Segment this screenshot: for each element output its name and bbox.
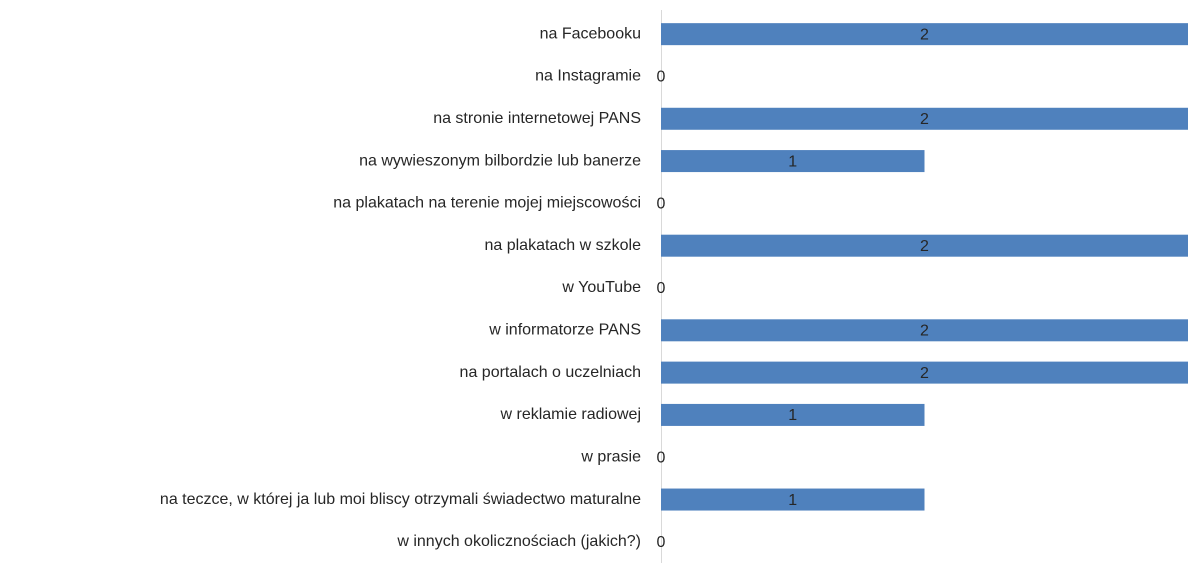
y-tick-label: na wywieszonym bilbordzie lub banerze <box>359 152 641 169</box>
y-tick-label: na plakatach na terenie mojej miejscowoś… <box>333 195 641 212</box>
data-label: 2 <box>920 365 929 382</box>
y-tick-label: w prasie <box>580 448 641 465</box>
data-label: 2 <box>920 238 929 255</box>
y-tick-label: na stronie internetowej PANS <box>433 110 641 127</box>
y-tick-label: w reklamie radiowej <box>500 406 642 423</box>
data-label: 0 <box>657 534 666 551</box>
y-tick-label: na Facebooku <box>540 25 641 42</box>
y-tick-label: na portalach o uczelniach <box>460 364 641 381</box>
data-label: 0 <box>657 449 666 466</box>
y-tick-label: w YouTube <box>561 279 641 296</box>
bar <box>661 23 1188 46</box>
bar <box>661 234 1188 257</box>
data-label: 0 <box>657 280 666 297</box>
y-tick-label: na teczce, w której ja lub moi bliscy ot… <box>160 491 641 508</box>
data-label: 2 <box>920 26 929 43</box>
data-label: 2 <box>920 323 929 340</box>
y-tick-label: w innych okolicznościach (jakich?) <box>396 533 641 550</box>
y-tick-label: na Instagramie <box>535 68 641 85</box>
data-label: 1 <box>788 407 797 424</box>
bar <box>661 107 1188 130</box>
data-label: 0 <box>657 196 666 213</box>
bar <box>661 319 1188 342</box>
bar <box>661 361 1188 384</box>
y-tick-label: na plakatach w szkole <box>484 237 641 254</box>
y-tick-label: w informatorze PANS <box>488 322 641 339</box>
data-label: 1 <box>788 492 797 509</box>
data-label: 0 <box>657 69 666 86</box>
bar <box>661 403 925 426</box>
bar <box>661 150 925 173</box>
data-label: 1 <box>788 153 797 170</box>
data-label: 2 <box>920 111 929 128</box>
bar <box>661 488 925 511</box>
